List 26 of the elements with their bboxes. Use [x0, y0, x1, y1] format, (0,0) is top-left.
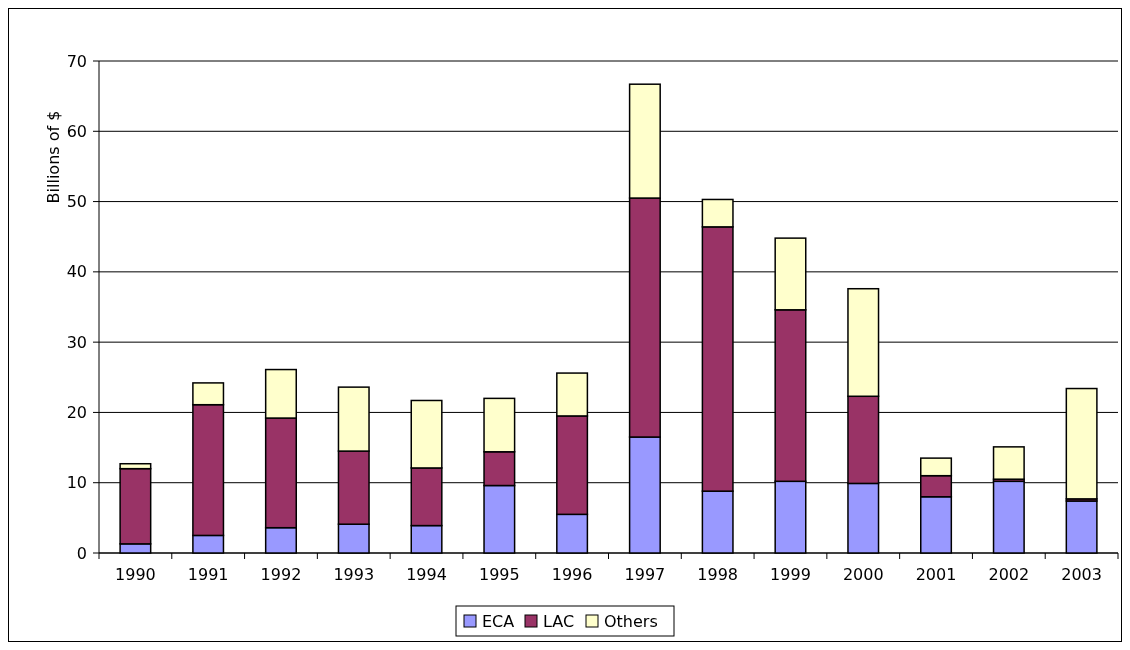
y-tick-label: 10: [66, 473, 87, 493]
y-tick-label: 40: [66, 262, 87, 282]
y-tick-label: 60: [66, 121, 87, 141]
x-tick-label: 2001: [915, 565, 957, 584]
x-tick-label: 1996: [551, 565, 593, 584]
x-tick-label: 1990: [115, 565, 156, 584]
x-tick-label: 1994: [406, 565, 447, 584]
y-tick-label: 20: [66, 403, 87, 423]
x-tick-label: 2000: [842, 565, 884, 584]
x-tick-label: 1999: [770, 565, 811, 584]
y-tick-label: 30: [66, 332, 87, 352]
y-axis-title: Billions of $: [44, 110, 63, 204]
x-tick-label: 2003: [1061, 565, 1102, 584]
y-tick-label: 0: [76, 543, 87, 563]
legend-label: Others: [604, 612, 658, 631]
legend-label: LAC: [543, 612, 575, 631]
x-tick-label: 2002: [988, 565, 1030, 584]
x-tick-label: 1992: [260, 565, 302, 584]
y-tick-label: 50: [66, 192, 87, 212]
x-tick-label: 1993: [333, 565, 375, 584]
x-tick-label: 1991: [187, 565, 229, 584]
x-tick-label: 1998: [697, 565, 739, 584]
legend-label: ECA: [482, 612, 515, 631]
y-tick-label: 70: [66, 51, 87, 71]
x-tick-label: 1997: [624, 565, 666, 584]
x-tick-label: 1995: [478, 565, 520, 584]
